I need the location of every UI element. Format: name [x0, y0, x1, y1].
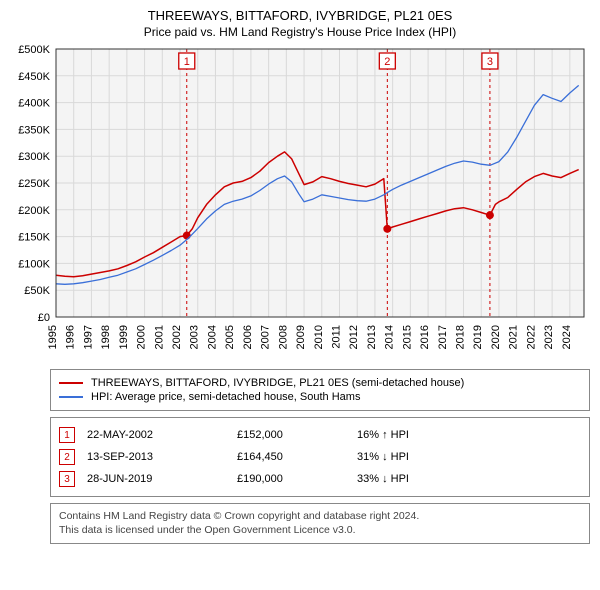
svg-text:2002: 2002: [171, 325, 183, 349]
svg-text:2018: 2018: [455, 325, 467, 349]
legend-row: THREEWAYS, BITTAFORD, IVYBRIDGE, PL21 0E…: [59, 376, 581, 390]
svg-text:2010: 2010: [313, 325, 325, 349]
chart-area: £0 £50K £100K £150K £200K £250K £300K £350K £400…: [8, 43, 592, 363]
svg-text:2016: 2016: [419, 325, 431, 349]
svg-text:2: 2: [384, 56, 390, 68]
event-marker: 2: [59, 449, 75, 465]
svg-text:3: 3: [487, 56, 493, 68]
svg-text:2014: 2014: [384, 325, 396, 349]
title-line-2: Price paid vs. HM Land Registry's House …: [8, 25, 592, 39]
svg-text:1998: 1998: [100, 325, 112, 349]
footer-line-2: This data is licensed under the Open Gov…: [59, 524, 581, 538]
footer-line-1: Contains HM Land Registry data © Crown c…: [59, 510, 581, 524]
event-hpi-delta: 33% ↓ HPI: [357, 473, 581, 485]
legend-row: HPI: Average price, semi-detached house,…: [59, 390, 581, 404]
svg-text:£0: £0: [38, 312, 50, 324]
attribution-footer: Contains HM Land Registry data © Crown c…: [50, 503, 590, 544]
title-line-1: THREEWAYS, BITTAFORD, IVYBRIDGE, PL21 0E…: [8, 8, 592, 23]
svg-text:£50K: £50K: [24, 285, 50, 297]
svg-text:1999: 1999: [118, 325, 130, 349]
svg-text:1996: 1996: [65, 325, 77, 349]
svg-text:£400K: £400K: [18, 98, 50, 110]
svg-text:2023: 2023: [543, 325, 555, 349]
svg-text:£100K: £100K: [18, 258, 50, 270]
svg-text:2006: 2006: [242, 325, 254, 349]
svg-text:2001: 2001: [153, 325, 165, 349]
event-date: 28-JUN-2019: [87, 473, 237, 485]
svg-text:2005: 2005: [224, 325, 236, 349]
event-table: 1 22-MAY-2002£152,00016% ↑ HPI 2 13-SEP-201…: [50, 417, 590, 497]
svg-text:2022: 2022: [525, 325, 537, 349]
svg-text:2020: 2020: [490, 325, 502, 349]
legend: THREEWAYS, BITTAFORD, IVYBRIDGE, PL21 0E…: [50, 369, 590, 411]
event-row: 1 22-MAY-2002£152,00016% ↑ HPI: [59, 424, 581, 446]
event-row: 2 13-SEP-2013£164,45031% ↓ HPI: [59, 446, 581, 468]
svg-text:2011: 2011: [330, 325, 342, 349]
legend-label: HPI: Average price, semi-detached house,…: [91, 391, 360, 403]
svg-text:£300K: £300K: [18, 151, 50, 163]
chart-title-block: THREEWAYS, BITTAFORD, IVYBRIDGE, PL21 0E…: [8, 8, 592, 39]
svg-text:2003: 2003: [189, 325, 201, 349]
svg-text:2000: 2000: [136, 325, 148, 349]
event-marker: 1: [59, 427, 75, 443]
line-chart: £0 £50K £100K £150K £200K £250K £300K £350K £400…: [8, 43, 592, 363]
svg-text:1997: 1997: [82, 325, 94, 349]
event-hpi-delta: 16% ↑ HPI: [357, 429, 581, 441]
event-row: 3 28-JUN-2019£190,00033% ↓ HPI: [59, 468, 581, 490]
svg-text:2019: 2019: [472, 325, 484, 349]
svg-text:2013: 2013: [366, 325, 378, 349]
svg-text:2017: 2017: [437, 325, 449, 349]
svg-text:2024: 2024: [561, 325, 573, 349]
svg-text:1: 1: [184, 56, 190, 68]
svg-text:2012: 2012: [348, 325, 360, 349]
svg-text:£350K: £350K: [18, 124, 50, 136]
svg-text:2021: 2021: [508, 325, 520, 349]
event-marker: 3: [59, 471, 75, 487]
legend-swatch: [59, 382, 83, 384]
svg-text:2015: 2015: [401, 325, 413, 349]
event-hpi-delta: 31% ↓ HPI: [357, 451, 581, 463]
legend-swatch: [59, 396, 83, 398]
svg-text:2007: 2007: [260, 325, 272, 349]
event-price: £164,450: [237, 451, 357, 463]
event-date: 13-SEP-2013: [87, 451, 237, 463]
svg-text:£150K: £150K: [18, 232, 50, 244]
event-price: £152,000: [237, 429, 357, 441]
svg-text:£250K: £250K: [18, 178, 50, 190]
svg-text:£500K: £500K: [18, 44, 50, 56]
svg-text:£450K: £450K: [18, 71, 50, 83]
svg-text:£200K: £200K: [18, 205, 50, 217]
svg-text:2004: 2004: [206, 325, 218, 349]
svg-text:1995: 1995: [47, 325, 59, 349]
event-price: £190,000: [237, 473, 357, 485]
svg-text:2008: 2008: [277, 325, 289, 349]
legend-label: THREEWAYS, BITTAFORD, IVYBRIDGE, PL21 0E…: [91, 377, 464, 389]
svg-text:2009: 2009: [295, 325, 307, 349]
event-date: 22-MAY-2002: [87, 429, 237, 441]
